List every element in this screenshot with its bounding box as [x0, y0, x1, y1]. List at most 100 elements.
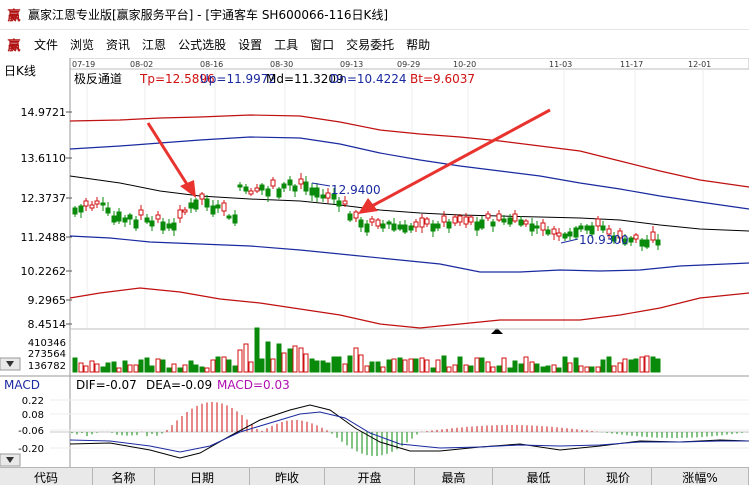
volume-bar	[595, 366, 601, 373]
volume-bar	[188, 360, 194, 373]
volume-bar	[424, 359, 430, 373]
volume-bar	[265, 341, 271, 373]
volume-bar	[391, 358, 397, 373]
volume-bar	[78, 362, 84, 373]
kline-chart-svg[interactable]: 07-19 08-02 08-16 08-30 09-13 09-29 10-20 11-03…	[0, 57, 749, 467]
menu-settings[interactable]: 设置	[238, 37, 263, 52]
candle-body	[342, 200, 348, 205]
volume-bar	[545, 365, 551, 373]
middle-line	[69, 175, 749, 232]
candle-body	[287, 179, 293, 186]
macd-tick-label: 0.08	[22, 410, 44, 421]
volume-bar	[248, 361, 254, 373]
candle-body	[105, 207, 111, 214]
menu-trade[interactable]: 交易委托	[346, 37, 395, 52]
candle-body	[435, 223, 441, 229]
volume-bar	[171, 363, 177, 373]
volume-bar	[584, 366, 590, 373]
price-axis-panel	[0, 58, 70, 378]
candle-body	[248, 190, 254, 195]
volume-bar	[210, 359, 216, 373]
candle-body	[545, 229, 551, 235]
col-code[interactable]: 代码	[0, 468, 93, 485]
volume-bar	[479, 357, 485, 373]
menu-gann[interactable]: 江恩	[142, 37, 167, 52]
volume-bar	[655, 358, 661, 373]
candle-body	[512, 213, 518, 222]
candle-body	[320, 194, 326, 199]
volume-bar	[270, 358, 276, 373]
volume-tick-label: 136782	[28, 361, 66, 372]
volume-bar	[650, 356, 656, 373]
candle-body	[402, 224, 408, 233]
date-tick-label: 11-03	[549, 60, 572, 69]
red-arrow-left	[146, 122, 196, 198]
volume-bar	[589, 366, 595, 373]
volume-bar	[633, 358, 639, 373]
menu-help[interactable]: 帮助	[406, 37, 431, 52]
volume-bar	[325, 362, 331, 373]
col-open[interactable]: 开盘	[325, 468, 415, 485]
candle-body	[540, 222, 546, 231]
candle-body	[243, 186, 249, 192]
date-tick-label: 08-30	[270, 60, 293, 69]
candle-body	[325, 192, 331, 199]
volume-bar	[457, 356, 463, 373]
candle-body	[116, 211, 122, 222]
menu-tools[interactable]: 工具	[274, 37, 299, 52]
volume-bar	[226, 359, 232, 373]
volume-bar	[314, 360, 320, 373]
yingjia-menu-logo-icon[interactable]: 赢	[7, 38, 21, 54]
candle-body	[188, 202, 194, 209]
volume-bar	[353, 347, 359, 373]
volume-bar	[149, 365, 155, 373]
col-name[interactable]: 名称	[93, 468, 155, 485]
volume-bar	[611, 365, 617, 373]
candle-body	[309, 187, 315, 196]
date-axis-labels: 07-19 08-02 08-16 08-30 09-13 09-29 10-20 11-03…	[72, 60, 711, 328]
col-low[interactable]: 最低	[493, 468, 585, 485]
candle-body	[204, 198, 210, 208]
candle-body	[573, 227, 579, 238]
col-change-pct[interactable]: 涨幅%	[652, 468, 749, 485]
date-tick-label: 10-20	[453, 60, 476, 69]
volume-bar	[122, 360, 128, 373]
candle-body	[474, 221, 480, 231]
candle-body	[391, 223, 397, 231]
volume-bar	[644, 355, 650, 373]
candle-body	[72, 207, 78, 215]
volume-bar	[331, 356, 337, 373]
menu-file[interactable]: 文件	[34, 37, 59, 52]
volume-bar	[496, 365, 502, 373]
menu-browse[interactable]: 浏览	[70, 37, 95, 52]
menu-window[interactable]: 窗口	[310, 37, 335, 52]
volume-bar	[182, 364, 188, 373]
col-date[interactable]: 日期	[155, 468, 250, 485]
volume-bar	[606, 356, 612, 373]
dea-value: DEA=-0.09	[146, 378, 212, 392]
macd-tick-label: -0.20	[18, 444, 44, 455]
volume-bar	[617, 362, 623, 373]
volume-tick-label: 410346	[28, 338, 66, 349]
col-price[interactable]: 现价	[585, 468, 652, 485]
volume-bar	[408, 358, 414, 373]
menu-news[interactable]: 资讯	[106, 37, 131, 52]
volume-bar	[303, 353, 309, 373]
candle-body	[523, 220, 529, 225]
candle-body	[193, 199, 199, 210]
candle-body	[606, 228, 612, 235]
volume-bar	[369, 361, 375, 373]
candle-body	[292, 185, 298, 192]
volume-bar	[364, 365, 370, 373]
price-tick-label: 11.2488	[21, 231, 67, 244]
col-high[interactable]: 最高	[415, 468, 493, 485]
col-prev-close[interactable]: 昨收	[250, 468, 325, 485]
candle-body	[578, 225, 584, 230]
candle-body	[430, 223, 436, 232]
title-bar: 赢 赢家江恩专业版[赢家服务平台] - [宇通客车 SH600066-116日K…	[0, 0, 749, 30]
menu-formula-screener[interactable]: 公式选股	[178, 37, 227, 52]
volume-bar	[380, 366, 386, 373]
candle-body	[303, 181, 309, 192]
kline-chart-area[interactable]: 07-19 08-02 08-16 08-30 09-13 09-29 10-20 11-03…	[0, 57, 749, 467]
volume-bar	[446, 366, 452, 373]
